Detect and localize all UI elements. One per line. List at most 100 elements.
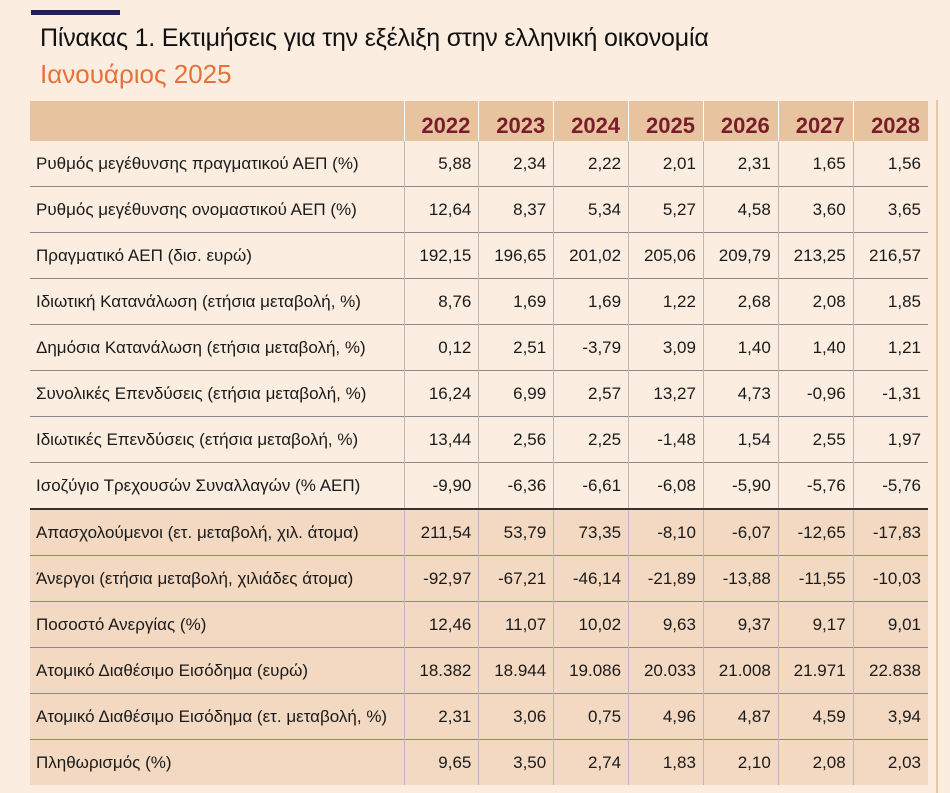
table-row: Απασχολούμενοι (ετ. μεταβολή, χιλ. άτομα… — [30, 508, 929, 556]
value-cell: 2,25 — [553, 416, 629, 463]
value-cell: 8,76 — [403, 278, 479, 325]
value-cell: 216,57 — [852, 232, 929, 279]
value-cell: 1,21 — [852, 324, 929, 371]
value-cell: 9,63 — [628, 601, 704, 648]
row-label: Ιδιωτική Κατανάλωση (ετήσια μεταβολή, %) — [30, 278, 404, 325]
value-cell: -9,90 — [403, 462, 479, 509]
value-cell: 4,96 — [628, 693, 704, 740]
value-cell: 211,54 — [403, 508, 479, 556]
top-accent-rule — [31, 10, 120, 15]
value-cell: 12,46 — [403, 601, 479, 648]
value-cell: -5,76 — [852, 462, 929, 509]
value-cell: 1,22 — [628, 278, 704, 325]
value-cell: -6,08 — [628, 462, 704, 509]
value-cell: 1,40 — [777, 324, 854, 371]
value-cell: 53,79 — [478, 508, 554, 556]
economic-forecast-table: 2022 2023 2024 2025 2026 2027 2028 Ρυθμό… — [30, 101, 929, 785]
year-header: 2027 — [777, 101, 854, 141]
value-cell: 2,51 — [478, 324, 554, 371]
value-cell: 20.033 — [628, 647, 704, 694]
value-cell: 1,56 — [852, 141, 929, 187]
table-row: Πληθωρισμός (%) 9,65 3,50 2,74 1,83 2,10 2,08 2… — [30, 739, 929, 785]
value-cell: 9,65 — [403, 739, 479, 785]
value-cell: 0,75 — [553, 693, 629, 740]
row-label: Ρυθμός μεγέθυνσης ονομαστικού ΑΕΠ (%) — [30, 186, 404, 233]
value-cell: 5,27 — [628, 186, 704, 233]
value-cell: 18.944 — [478, 647, 554, 694]
table-row: Ρυθμός μεγέθυνσης πραγματικού ΑΕΠ (%) 5,8… — [30, 141, 929, 187]
value-cell: -8,10 — [628, 508, 704, 556]
value-cell: 2,03 — [852, 739, 929, 785]
value-cell: 3,60 — [777, 186, 854, 233]
value-cell: 2,01 — [628, 141, 704, 187]
value-cell: -21,89 — [628, 555, 704, 602]
value-cell: 2,22 — [553, 141, 629, 187]
value-cell: 2,56 — [478, 416, 554, 463]
year-header: 2028 — [852, 101, 929, 141]
table-row: Πραγματικό ΑΕΠ (δισ. ευρώ) 192,15 196,65 20… — [30, 232, 929, 279]
value-cell: 213,25 — [777, 232, 854, 279]
value-cell: 2,31 — [403, 693, 479, 740]
value-cell: 192,15 — [403, 232, 479, 279]
value-cell: 6,99 — [478, 370, 554, 417]
table-row: Ρυθμός μεγέθυνσης ονομαστικού ΑΕΠ (%) 12,… — [30, 186, 929, 233]
value-cell: 1,65 — [777, 141, 854, 187]
value-cell: 4,87 — [702, 693, 779, 740]
table-row: Ιδιωτικές Επενδύσεις (ετήσια μεταβολή, %… — [30, 416, 929, 463]
value-cell: 196,65 — [478, 232, 554, 279]
value-cell: -1,31 — [852, 370, 929, 417]
table-row: Άνεργοι (ετήσια μεταβολή, χιλιάδες άτομα… — [30, 555, 929, 602]
value-cell: 10,02 — [553, 601, 629, 648]
page-title: Πίνακας 1. Εκτιμήσεις για την εξέλιξη στ… — [40, 24, 709, 52]
row-label: Ρυθμός μεγέθυνσης πραγματικού ΑΕΠ (%) — [36, 153, 359, 173]
table-row: Ποσοστό Ανεργίας (%) 12,46 11,07 10,02 9,63 9… — [30, 601, 929, 648]
page-subtitle: Ιανουάριος 2025 — [40, 59, 232, 89]
value-cell: 1,85 — [852, 278, 929, 325]
row-label: Πληθωρισμός (%) — [30, 739, 404, 785]
row-label: Ιδιωτικές Επενδύσεις (ετήσια μεταβολή, %… — [30, 416, 404, 463]
value-cell: 5,34 — [553, 186, 629, 233]
value-cell: -46,14 — [553, 555, 629, 602]
table-row: Ατομικό Διαθέσιμο Εισόδημα (ευρώ) 18.382 1… — [30, 647, 929, 694]
value-cell: 3,06 — [478, 693, 554, 740]
value-cell: 1,83 — [628, 739, 704, 785]
value-cell: -5,90 — [702, 462, 779, 509]
value-cell: 0,12 — [403, 324, 479, 371]
header-label-cell — [30, 101, 404, 141]
value-cell: -10,03 — [852, 555, 929, 602]
year-header: 2022 — [403, 101, 479, 141]
value-cell: -11,55 — [777, 555, 854, 602]
value-cell: 3,09 — [628, 324, 704, 371]
right-edge-rule — [936, 100, 938, 793]
value-cell: 1,69 — [553, 278, 629, 325]
value-cell: -17,83 — [852, 508, 929, 556]
value-cell: 13,27 — [628, 370, 704, 417]
value-cell: 3,94 — [852, 693, 929, 740]
row-label: Ατομικό Διαθέσιμο Εισόδημα (ευρώ) — [30, 647, 404, 694]
year-header: 2025 — [628, 101, 704, 141]
value-cell: 1,54 — [702, 416, 779, 463]
value-cell: 9,37 — [702, 601, 779, 648]
value-cell: 4,59 — [777, 693, 854, 740]
value-cell: 2,68 — [702, 278, 779, 325]
value-cell: -1,48 — [628, 416, 704, 463]
table-row: Ισοζύγιο Τρεχουσών Συναλλαγών (% ΑΕΠ) -9,… — [30, 462, 929, 509]
year-header: 2026 — [702, 101, 779, 141]
table-row: Δημόσια Κατανάλωση (ετήσια μεταβολή, %) 0… — [30, 324, 929, 371]
row-label: Δημόσια Κατανάλωση (ετήσια μεταβολή, %) — [30, 324, 404, 371]
value-cell: 73,35 — [553, 508, 629, 556]
year-header: 2023 — [478, 101, 554, 141]
value-cell: -12,65 — [777, 508, 854, 556]
value-cell: 4,58 — [702, 186, 779, 233]
value-cell: -0,96 — [777, 370, 854, 417]
table-row: Ιδιωτική Κατανάλωση (ετήσια μεταβολή, %)… — [30, 278, 929, 325]
value-cell: -6,61 — [553, 462, 629, 509]
year-header: 2024 — [553, 101, 629, 141]
value-cell: 2,08 — [777, 278, 854, 325]
value-cell: -3,79 — [553, 324, 629, 371]
row-label: Άνεργοι (ετήσια μεταβολή, χιλιάδες άτομα… — [30, 555, 404, 602]
row-label: Πραγματικό ΑΕΠ (δισ. ευρώ) — [30, 232, 404, 279]
row-label: Συνολικές Επενδύσεις (ετήσια μεταβολή, %… — [30, 370, 404, 417]
value-cell: 11,07 — [478, 601, 554, 648]
value-cell: 2,55 — [777, 416, 854, 463]
